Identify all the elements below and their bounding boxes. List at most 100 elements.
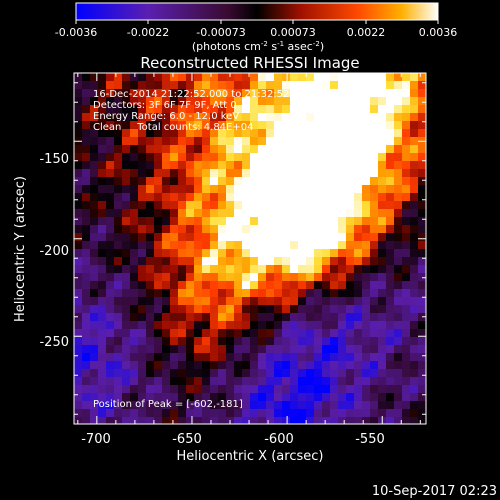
heatmap-cell [370, 185, 379, 194]
heatmap-cell [330, 377, 339, 386]
heatmap-cell [98, 273, 107, 282]
heatmap-cell [234, 265, 243, 274]
heatmap-cell [282, 305, 291, 314]
heatmap-cell [402, 313, 411, 322]
heatmap-cell [146, 225, 155, 234]
heatmap-cell [410, 345, 419, 354]
heatmap-cell [194, 81, 203, 90]
heatmap-cell [210, 393, 219, 402]
heatmap-cell [370, 345, 379, 354]
heatmap-cell [106, 361, 115, 370]
heatmap-cell [74, 393, 83, 402]
heatmap-cell [386, 265, 395, 274]
heatmap-cell [218, 369, 227, 378]
heatmap-cell [306, 185, 315, 194]
heatmap-cell [378, 329, 387, 338]
heatmap-cell [402, 225, 411, 234]
heatmap-cell [394, 353, 403, 362]
heatmap-cell [82, 361, 91, 370]
heatmap-cell [402, 185, 411, 194]
heatmap-cell [314, 161, 323, 170]
heatmap-cell [322, 193, 331, 202]
heatmap-cell [410, 169, 419, 178]
heatmap-cell [322, 153, 331, 162]
heatmap-cell [362, 129, 371, 138]
heatmap-cell [378, 217, 387, 226]
heatmap-cell [218, 217, 227, 226]
heatmap-cell [162, 233, 171, 242]
heatmap-cell [394, 225, 403, 234]
heatmap-cell [346, 121, 355, 130]
heatmap-cell [162, 409, 171, 418]
heatmap-cell [154, 121, 163, 130]
annotation-time-range: 16-Dec-2014 21:22:52.000 to 21:32:52.000 [93, 89, 312, 100]
heatmap-cell [370, 329, 379, 338]
heatmap-cell [314, 345, 323, 354]
heatmap-cell [314, 297, 323, 306]
heatmap-cell [210, 161, 219, 170]
heatmap-cell [146, 201, 155, 210]
heatmap-cell [306, 273, 315, 282]
heatmap-cell [410, 105, 419, 114]
heatmap-cell [210, 409, 219, 418]
heatmap-cell [226, 337, 235, 346]
heatmap-cell [122, 353, 131, 362]
heatmap-cell [418, 185, 426, 194]
heatmap-cell [354, 345, 363, 354]
heatmap-cell [410, 177, 419, 186]
heatmap-cell [258, 265, 267, 274]
heatmap-cell [154, 313, 163, 322]
heatmap-cell [90, 97, 99, 106]
heatmap-cell [98, 81, 107, 90]
heatmap-cell [90, 297, 99, 306]
heatmap-cell [306, 329, 315, 338]
heatmap-cell [146, 257, 155, 266]
heatmap-cell [82, 249, 91, 258]
heatmap-cell [362, 305, 371, 314]
heatmap-cell [82, 337, 91, 346]
heatmap-cell [226, 225, 235, 234]
heatmap-cell [122, 113, 131, 122]
heatmap-cell [90, 417, 99, 424]
heatmap-cell [266, 145, 275, 154]
heatmap-cell [322, 337, 331, 346]
heatmap-cell [170, 177, 179, 186]
heatmap-cell [370, 417, 379, 424]
heatmap-cell [338, 209, 347, 218]
heatmap-cell [178, 169, 187, 178]
heatmap-cell [330, 369, 339, 378]
heatmap-cell [90, 137, 99, 146]
heatmap-cell [242, 153, 251, 162]
heatmap-cell [242, 377, 251, 386]
heatmap-cell [194, 409, 203, 418]
heatmap-cell [146, 417, 155, 424]
heatmap-cell [402, 297, 411, 306]
heatmap-cell [178, 337, 187, 346]
heatmap-cell [298, 345, 307, 354]
heatmap-cell [114, 113, 123, 122]
heatmap-cell [386, 113, 395, 122]
heatmap-cell [274, 201, 283, 210]
heatmap-cell [378, 297, 387, 306]
heatmap-cell [154, 329, 163, 338]
heatmap-cell [386, 361, 395, 370]
heatmap-cell [290, 137, 299, 146]
heatmap-cell [122, 145, 131, 154]
heatmap-cell [210, 281, 219, 290]
heatmap-cell [242, 345, 251, 354]
heatmap-cell [218, 105, 227, 114]
heatmap-cell [338, 105, 347, 114]
heatmap-cell [386, 401, 395, 410]
heatmap-cell [266, 73, 275, 82]
heatmap-cell [410, 297, 419, 306]
heatmap-cell [138, 353, 147, 362]
heatmap-cell [202, 369, 211, 378]
heatmap-cell [90, 273, 99, 282]
heatmap-cell [258, 321, 267, 330]
heatmap-cell [106, 393, 115, 402]
heatmap-cell [226, 345, 235, 354]
heatmap-cell [162, 337, 171, 346]
heatmap-cell [306, 113, 315, 122]
heatmap-cell [362, 329, 371, 338]
heatmap-cell [186, 73, 195, 82]
